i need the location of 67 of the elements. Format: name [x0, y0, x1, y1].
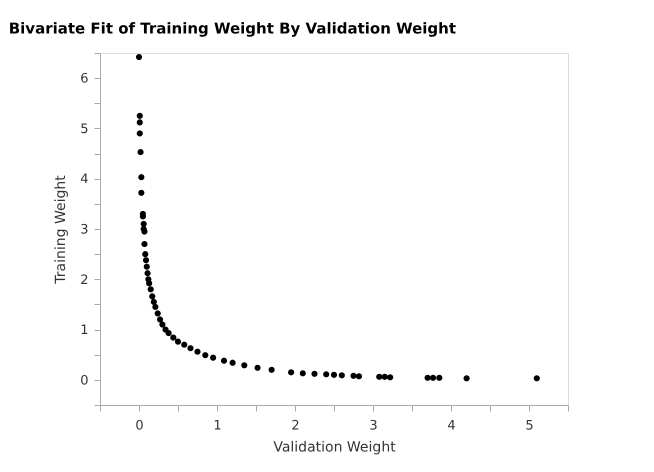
point: [142, 251, 148, 258]
point: [166, 330, 172, 336]
point: [146, 280, 152, 286]
point: [148, 286, 154, 292]
point: [136, 130, 143, 137]
point: [210, 354, 216, 361]
x-tick-label: 3: [369, 418, 378, 434]
point: [144, 270, 151, 276]
point: [174, 338, 182, 345]
chart-title: Bivariate Fit of Training Weight By Validation Weight: [8, 20, 456, 38]
point: [159, 321, 166, 328]
point: [194, 348, 201, 355]
point: [141, 228, 148, 235]
point: [144, 264, 150, 270]
point: [136, 119, 143, 126]
point: [136, 54, 142, 60]
y-axis-title: Training Weight: [53, 174, 70, 285]
point: [338, 372, 345, 378]
y-tick-label: 3: [80, 222, 88, 238]
point: [387, 374, 394, 380]
y-tick-label: 4: [80, 172, 88, 188]
point: [241, 362, 248, 368]
point: [376, 374, 382, 380]
point: [311, 370, 318, 377]
point: [141, 241, 148, 248]
point: [424, 374, 431, 381]
point: [187, 345, 194, 352]
y-tick-label: 2: [80, 272, 88, 288]
point: [268, 366, 275, 373]
point: [323, 371, 330, 378]
y-tick-label: 1: [80, 323, 88, 338]
point: [150, 298, 157, 305]
point: [136, 112, 143, 119]
point: [300, 370, 306, 376]
point: [288, 369, 294, 376]
y-tick-label: 6: [80, 72, 88, 87]
point: [156, 316, 164, 323]
x-axis-title: Validation Weight: [273, 440, 396, 456]
point: [154, 310, 161, 317]
point: [436, 374, 442, 381]
x-tick-label: 4: [447, 418, 456, 434]
point: [534, 375, 540, 382]
point: [142, 257, 150, 264]
point: [230, 360, 236, 366]
point: [330, 372, 338, 378]
point: [149, 293, 156, 300]
point: [170, 334, 176, 341]
point: [181, 342, 188, 348]
x-tick-label: 0: [135, 418, 144, 434]
point: [464, 375, 470, 382]
point: [382, 374, 388, 380]
point: [137, 148, 144, 156]
point: [430, 374, 436, 381]
point: [350, 372, 357, 379]
point: [202, 352, 208, 358]
y-tick-label: 0: [80, 373, 88, 388]
y-tick-label: 5: [80, 122, 88, 137]
point: [138, 174, 144, 180]
point: [152, 304, 158, 310]
x-tick-label: 2: [291, 418, 300, 434]
point: [356, 373, 362, 380]
point: [220, 358, 228, 364]
x-tick-label: 1: [213, 418, 222, 434]
x-tick-label: 5: [525, 418, 534, 434]
point: [140, 220, 147, 228]
point: [254, 364, 261, 371]
point: [138, 190, 144, 196]
